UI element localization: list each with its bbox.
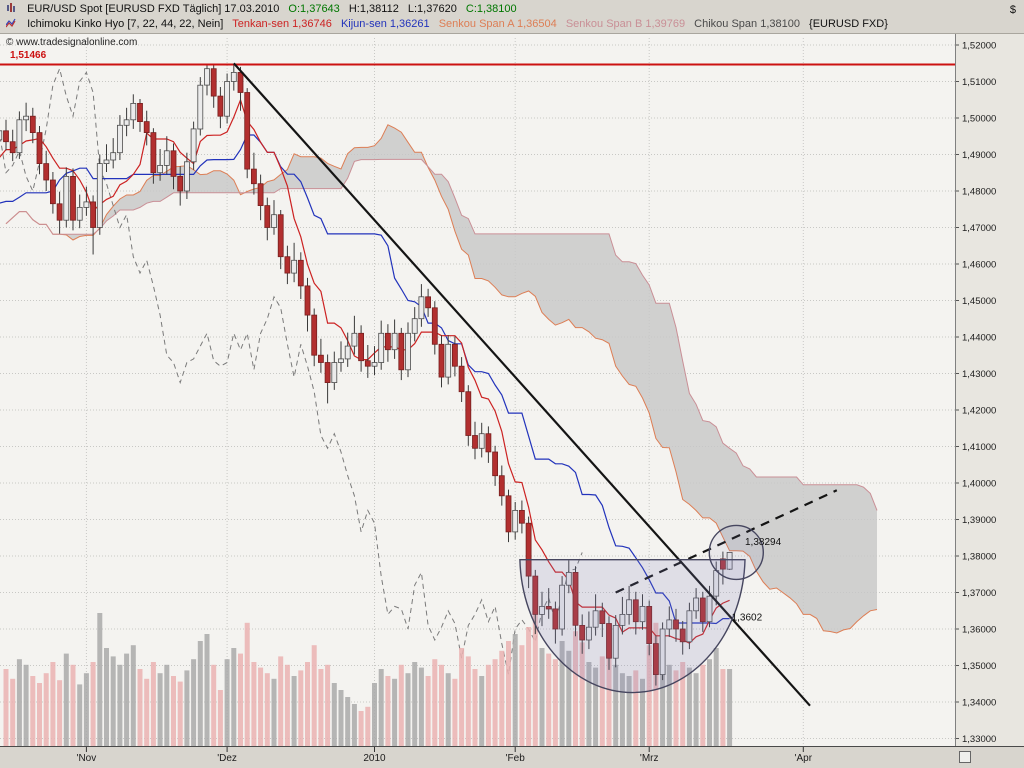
candles xyxy=(0,64,733,686)
high-value: H:1,38112 xyxy=(348,3,399,15)
price-tick-label: 1,42000 xyxy=(962,406,996,417)
price-tick-label: 1,35000 xyxy=(962,661,996,672)
senkou-span-b-line xyxy=(5,158,878,511)
low-value: L:1,37620 xyxy=(407,3,457,15)
downtrend-line[interactable] xyxy=(232,62,811,707)
time-axis[interactable] xyxy=(0,747,1024,768)
senkou-a-value: Senkou Span A 1,36504 xyxy=(438,18,557,30)
symbol-title: EUR/USD Spot [EURUSD FXD Täglich] 17.03.… xyxy=(27,3,280,15)
month-label: 2010 xyxy=(363,753,386,764)
month-label: 'Feb xyxy=(506,753,526,764)
month-label: 'Dez xyxy=(217,753,237,764)
price-callout: 1,38294 xyxy=(745,537,782,548)
chart-header: EUR/USD Spot [EURUSD FXD Täglich] 17.03.… xyxy=(0,0,1024,33)
price-tick-label: 1,41000 xyxy=(962,442,996,453)
price-tick-label: 1,47000 xyxy=(962,223,996,234)
copyright: © www.tradesignalonline.com xyxy=(6,37,138,48)
header-row-1: EUR/USD Spot [EURUSD FXD Täglich] 17.03.… xyxy=(6,2,1018,17)
breakout-circle[interactable] xyxy=(708,524,764,581)
price-tick-label: 1,48000 xyxy=(962,187,996,198)
senkou-span-a-line xyxy=(5,124,878,634)
saucer-annotation[interactable] xyxy=(519,559,746,694)
price-tick-label: 1,33000 xyxy=(962,734,996,745)
volume-bars xyxy=(3,613,733,746)
kijun-value: Kijun-sen 1,36261 xyxy=(340,18,430,30)
price-tick-label: 1,46000 xyxy=(962,260,996,271)
currency-symbol: $ xyxy=(1009,4,1016,16)
chart-icon xyxy=(6,2,18,17)
indicator-context: {EURUSD FXD} xyxy=(809,18,888,30)
resistance-label: 1,51466 xyxy=(10,50,47,61)
price-tick-label: 1,51000 xyxy=(962,77,996,88)
tenkan-sen-line xyxy=(0,98,730,644)
open-value: O:1,37643 xyxy=(288,3,340,15)
header-row-2: Ichimoku Kinko Hyo [7, 22, 44, 22, Nein]… xyxy=(5,17,1018,32)
price-axis[interactable] xyxy=(956,0,1024,747)
price-tick-label: 1,49000 xyxy=(962,150,996,161)
price-tick-label: 1,50000 xyxy=(962,114,996,125)
indicator-title: Ichimoku Kinko Hyo [7, 22, 44, 22, Nein] xyxy=(27,18,224,30)
tenkan-value: Tenkan-sen 1,36746 xyxy=(232,18,332,30)
month-label: 'Mrz xyxy=(640,753,659,764)
month-label: 'Nov xyxy=(77,753,97,764)
chikou-value: Chikou Span 1,38100 xyxy=(694,18,800,30)
price-tick-label: 1,40000 xyxy=(962,479,996,490)
indicator-icon xyxy=(5,17,18,32)
price-tick-label: 1,45000 xyxy=(962,296,996,307)
price-tick-label: 1,39000 xyxy=(962,515,996,526)
close-value: C:1,38100 xyxy=(465,3,517,15)
senkou-b-value: Senkou Span B 1,39769 xyxy=(565,18,686,30)
axis-corner-icon[interactable] xyxy=(959,751,971,763)
price-tick-label: 1,38000 xyxy=(962,552,996,563)
month-label: 'Apr xyxy=(795,753,813,764)
price-tick-label: 1,43000 xyxy=(962,369,996,380)
price-tick-label: 1,34000 xyxy=(962,698,996,709)
price-tick-label: 1,36000 xyxy=(962,625,996,636)
price-tick-label: 1,52000 xyxy=(962,41,996,52)
ichimoku-cloud xyxy=(6,124,877,634)
price-callout: 1,3602 xyxy=(732,612,763,623)
price-tick-label: 1,44000 xyxy=(962,333,996,344)
breakout-target-line[interactable] xyxy=(615,489,838,594)
price-tick-label: 1,37000 xyxy=(962,588,996,599)
kijun-sen-line xyxy=(0,134,730,625)
